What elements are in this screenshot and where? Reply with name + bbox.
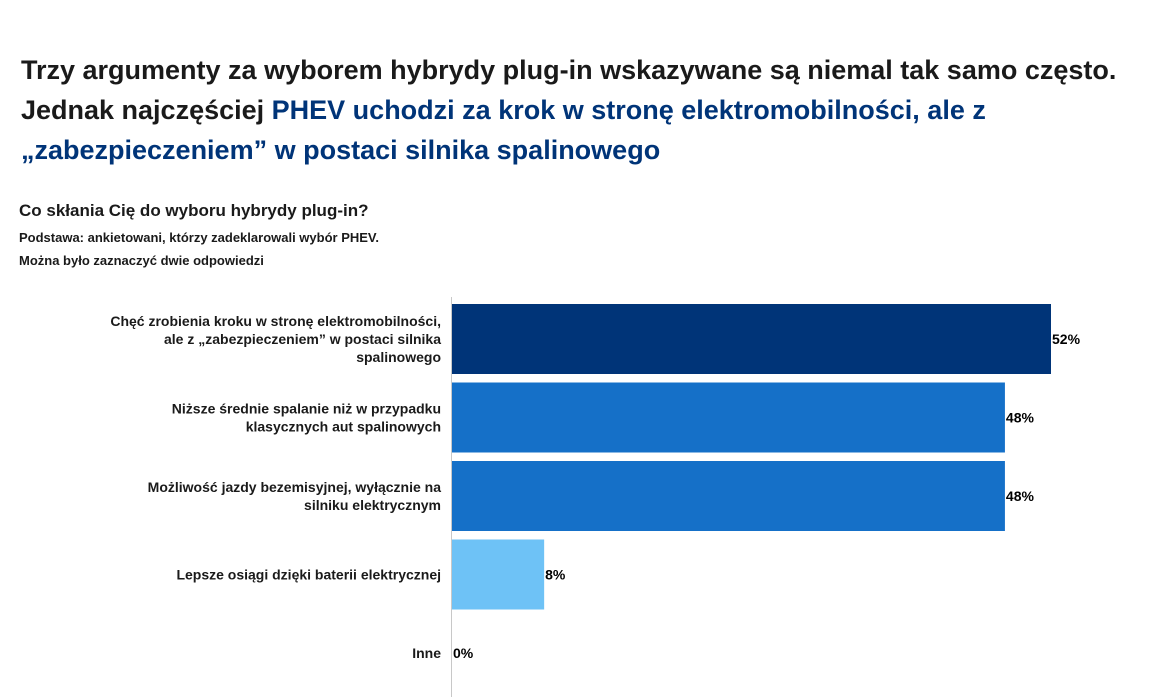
headline: Trzy argumenty za wyborem hybrydy plug-i… bbox=[21, 50, 1141, 170]
category-label-2: Możliwość jazdy bezemisyjnej, wyłącznie … bbox=[148, 479, 442, 513]
category-label-1-line-1: klasycznych aut spalinowych bbox=[246, 419, 441, 435]
category-label-4-line-0: Inne bbox=[412, 645, 441, 661]
base-note: Podstawa: ankietowani, którzy zadeklarow… bbox=[19, 230, 380, 245]
bar-3 bbox=[452, 539, 545, 610]
value-label-2: 48% bbox=[1006, 488, 1035, 504]
headline-highlight: PHEV uchodzi za krok w stronę elektromob… bbox=[21, 95, 986, 165]
value-label-3: 8% bbox=[545, 567, 566, 583]
survey-question: Co skłania Cię do wyboru hybrydy plug-in… bbox=[19, 201, 369, 220]
multiple-answers-note: Można było zaznaczyć dwie odpowiedzi bbox=[19, 253, 264, 268]
bar-1 bbox=[452, 382, 1005, 453]
category-label-0-line-1: ale z „zabezpieczeniem” w postaci silnik… bbox=[164, 331, 441, 347]
value-label-4: 0% bbox=[453, 645, 474, 661]
category-label-1: Niższe średnie spalanie niż w przypadku k… bbox=[172, 401, 441, 435]
value-label-0: 52% bbox=[1052, 331, 1081, 347]
value-label-1: 48% bbox=[1006, 410, 1035, 426]
category-label-1-line-0: Niższe średnie spalanie niż w przypadku bbox=[172, 401, 441, 417]
category-label-3-line-0: Lepsze osiągi dzięki baterii elektryczne… bbox=[176, 567, 441, 583]
category-label-0-line-0: Chęć zrobienia kroku w stronę elektromob… bbox=[110, 313, 441, 329]
category-label-4: Inne bbox=[412, 645, 441, 661]
bars-group: 52% Chęć zrobienia kroku w stronę elektro… bbox=[110, 304, 1081, 661]
category-label-0: Chęć zrobienia kroku w stronę elektromob… bbox=[110, 313, 441, 365]
headline-main: Trzy argumenty za wyborem hybrydy plug-i… bbox=[21, 55, 1117, 125]
category-label-3: Lepsze osiągi dzięki baterii elektryczne… bbox=[176, 567, 441, 583]
category-label-2-line-0: Możliwość jazdy bezemisyjnej, wyłącznie … bbox=[148, 479, 442, 495]
bar-0 bbox=[452, 304, 1051, 374]
category-label-2-line-1: silniku elektrycznym bbox=[304, 497, 441, 513]
category-label-0-line-2: spalinowego bbox=[356, 349, 441, 365]
bar-2 bbox=[452, 461, 1005, 531]
